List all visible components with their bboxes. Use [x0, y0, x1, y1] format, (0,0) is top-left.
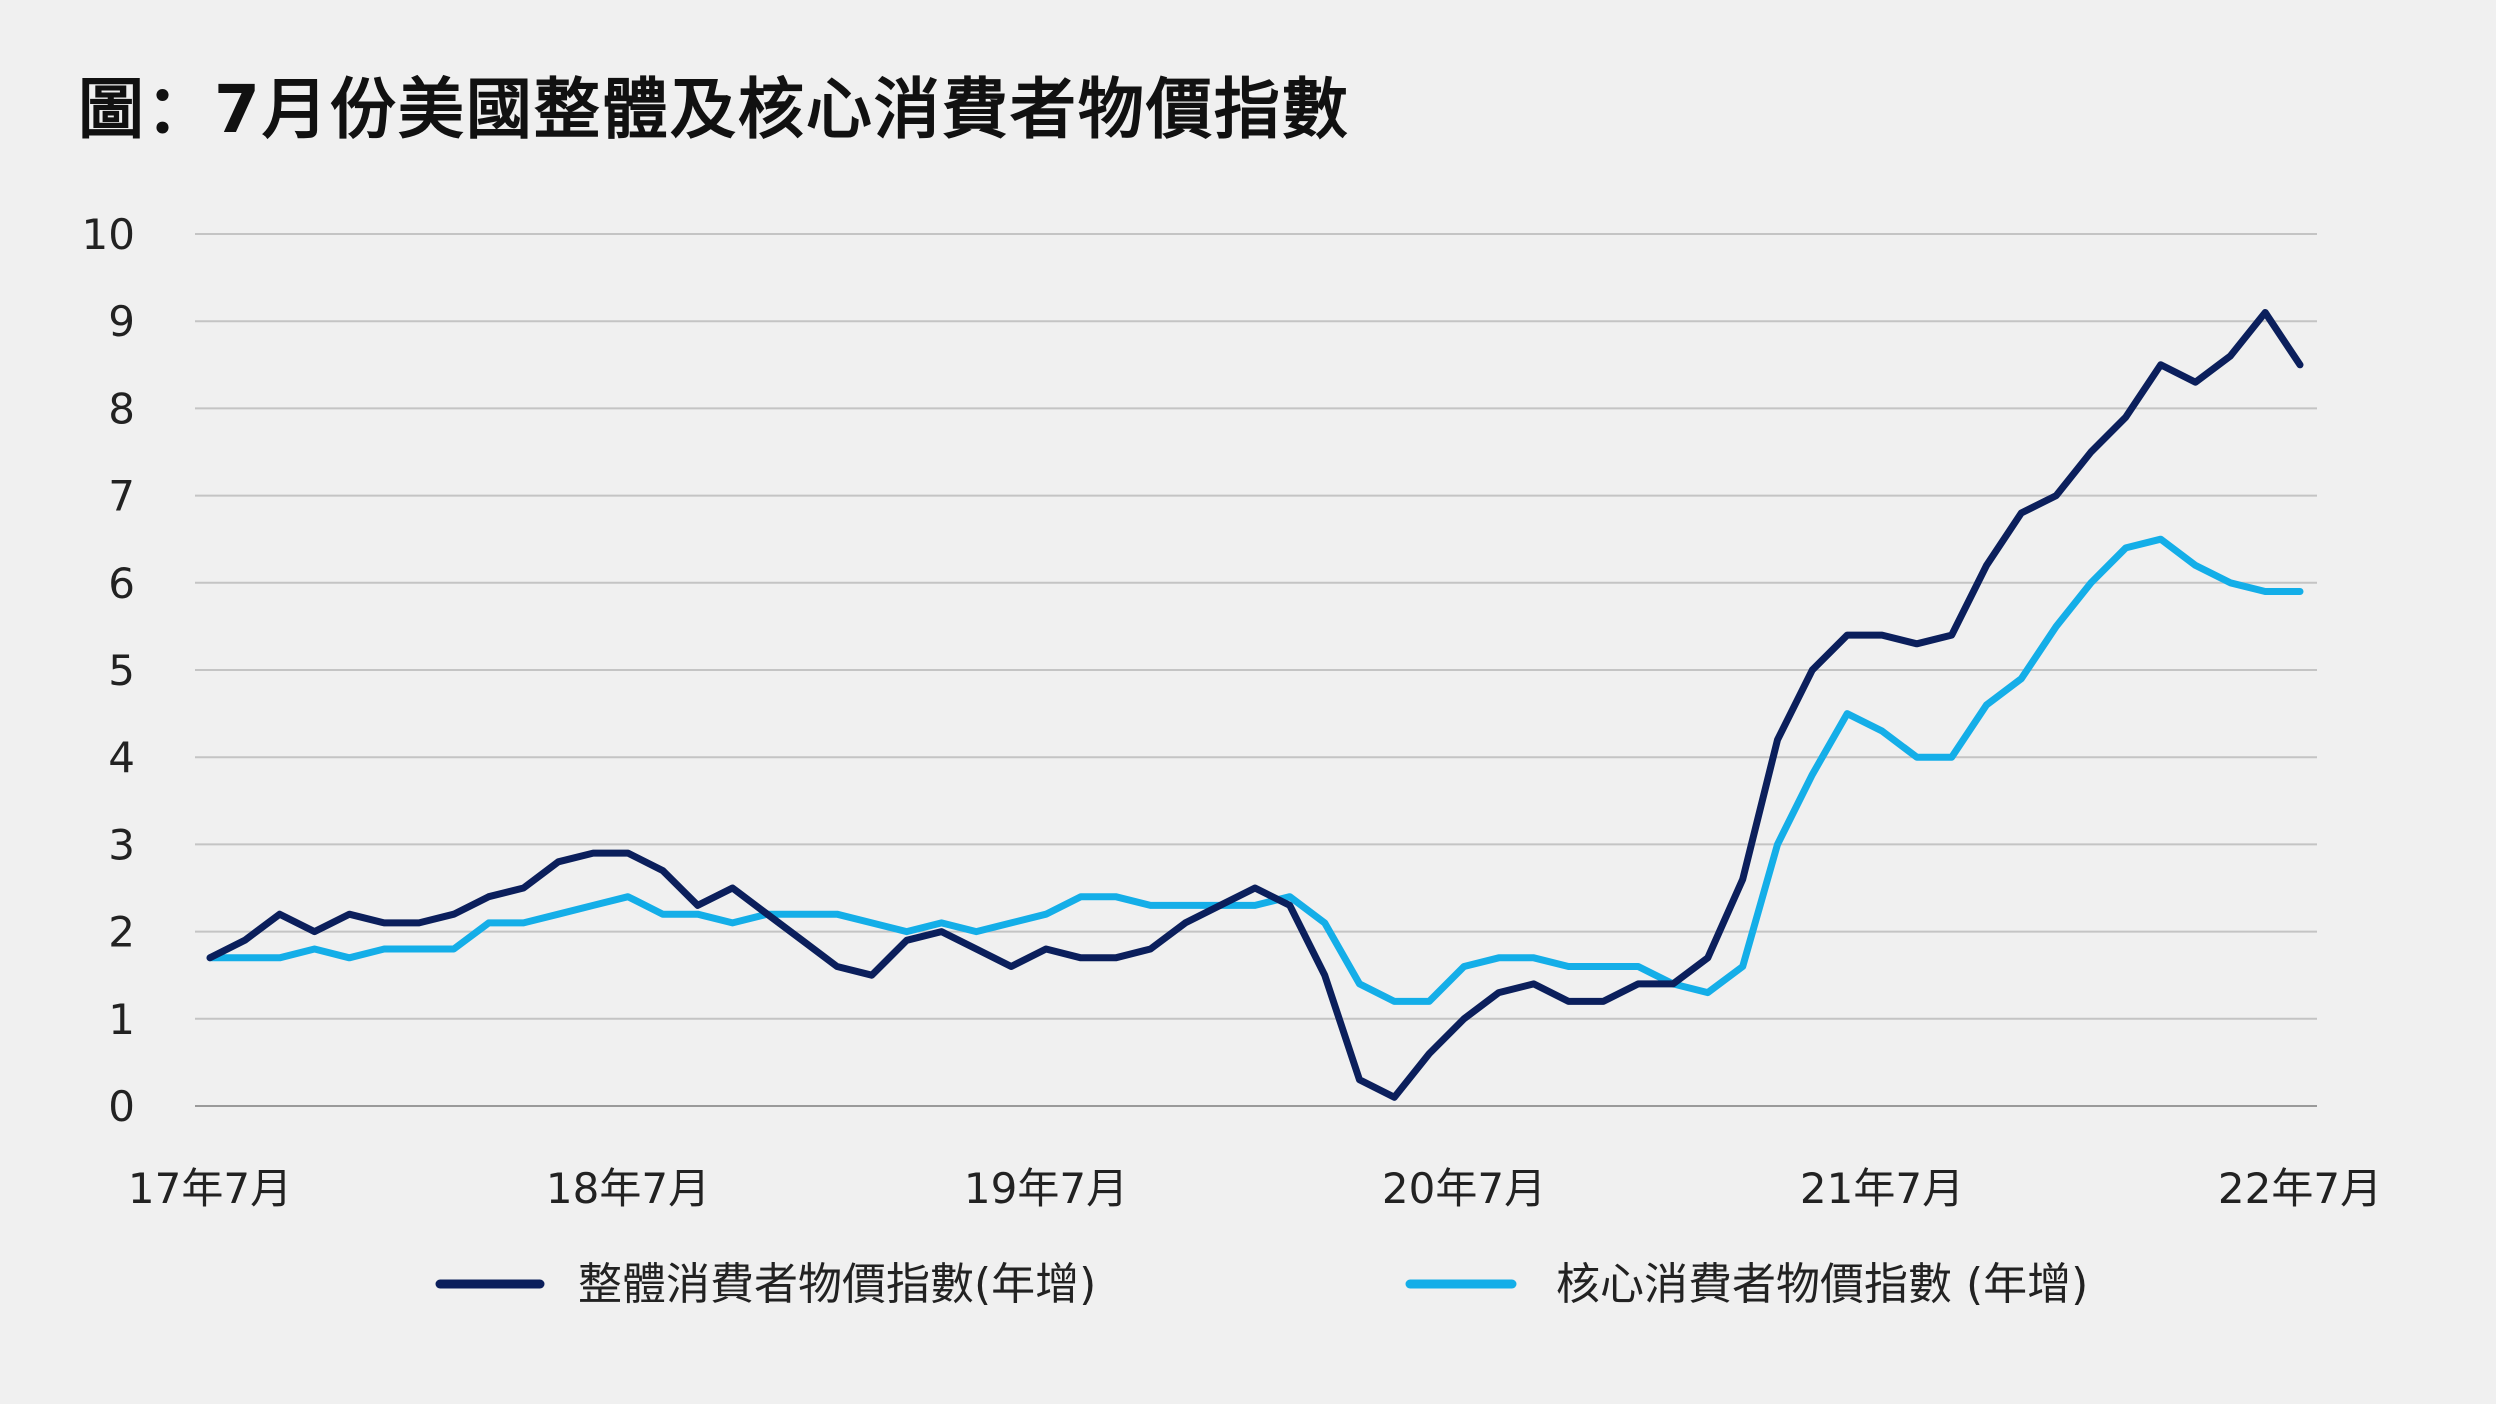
series-line-headline-cpi: [206, 309, 2304, 1101]
y-tick-label: 4: [108, 733, 135, 782]
x-tick-label: 19年7月: [964, 1164, 1128, 1213]
legend-label: 整體消費者物價指數(年增): [578, 1259, 1096, 1310]
y-tick-label: 10: [82, 210, 135, 259]
y-tick-label: 2: [108, 908, 135, 957]
x-tick-label: 22年7月: [2218, 1164, 2382, 1213]
x-tick-label: 18年7月: [546, 1164, 710, 1213]
legend-label: 核心消費者物價指數 (年增): [1556, 1259, 2088, 1310]
x-tick-label: 17年7月: [128, 1164, 292, 1213]
y-tick-label: 5: [108, 646, 135, 695]
chart-title: 圖：7月份美國整體及核心消費者物價指數: [78, 71, 1350, 148]
y-tick-label: 0: [108, 1082, 135, 1131]
legend: 整體消費者物價指數(年增) 核心消費者物價指數 (年增): [435, 1259, 2088, 1310]
y-tick-label: 8: [108, 384, 135, 433]
y-tick-label: 1: [108, 995, 135, 1044]
y-tick-label: 9: [108, 297, 135, 346]
series-lines: [206, 309, 2304, 1101]
y-axis: 0 1 2 3 4 5 6 7 8 9 10: [82, 210, 135, 1131]
x-tick-label: 21年7月: [1800, 1164, 1964, 1213]
x-axis: 17年7月 18年7月 19年7月 20年7月 21年7月 22年7月: [128, 1164, 2382, 1213]
x-tick-label: 20年7月: [1382, 1164, 1546, 1213]
y-tick-label: 6: [108, 559, 135, 608]
series-line-core-cpi: [206, 535, 2304, 1005]
y-tick-label: 3: [108, 820, 135, 869]
y-tick-label: 7: [108, 472, 135, 521]
gridlines: [195, 233, 2317, 1107]
